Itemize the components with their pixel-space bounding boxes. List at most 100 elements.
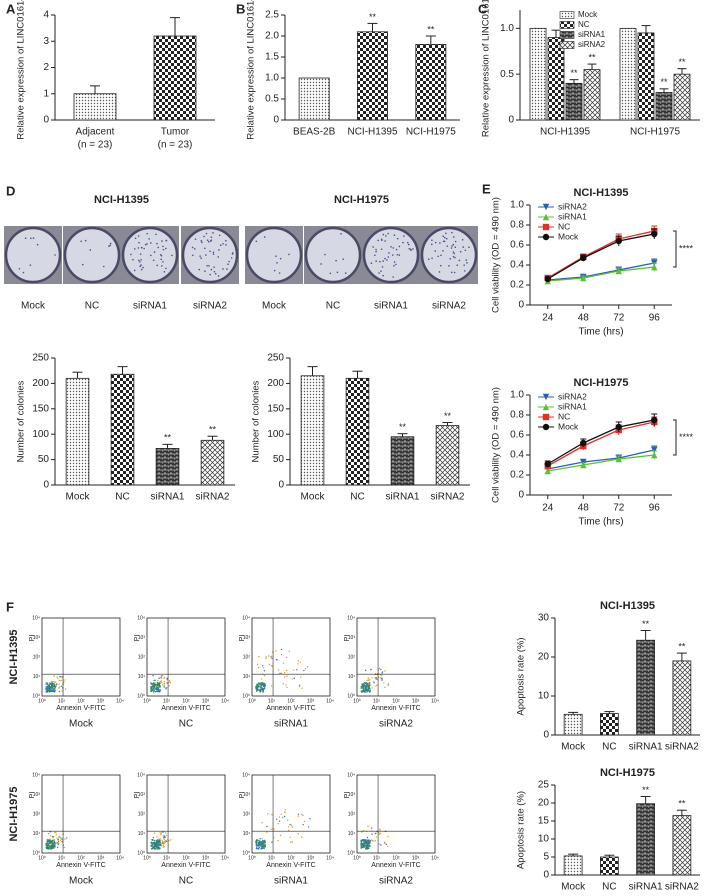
colony [396, 237, 399, 240]
event-dot [368, 688, 370, 690]
colony [219, 244, 222, 247]
colony [218, 234, 221, 237]
x-tick-label: NCI-H1975 [406, 127, 456, 138]
event-dot [282, 683, 285, 685]
dish [121, 226, 179, 284]
event-dot [383, 682, 385, 684]
legend-label: siRNA1 [558, 401, 587, 411]
event-dot [259, 683, 261, 685]
colony [137, 247, 140, 249]
y-tick-label: 10⁰ [32, 693, 40, 699]
event-dot [166, 679, 168, 681]
event-dot [277, 823, 279, 825]
bar [547, 37, 565, 121]
event-dot [266, 831, 268, 833]
x-tick-label: 10⁰ [353, 698, 361, 704]
event-dot [380, 844, 382, 846]
colony [434, 241, 437, 244]
colony [288, 253, 290, 256]
event-dot [360, 685, 362, 688]
event-dot [276, 818, 278, 821]
colony [468, 246, 470, 248]
x-tick-label: NCI-H1975 [630, 127, 680, 138]
event-dot [279, 834, 282, 837]
colony [453, 271, 456, 274]
event-dot [59, 839, 62, 841]
event-dot [160, 839, 162, 841]
plot-frame [41, 774, 121, 854]
colony [18, 267, 21, 270]
dish [63, 226, 121, 284]
event-dot [380, 832, 382, 835]
event-dot [50, 848, 52, 850]
bar [672, 815, 692, 876]
significance-mark: ** [678, 799, 686, 809]
colony [380, 248, 383, 250]
event-dot [155, 841, 157, 844]
event-dot [151, 843, 153, 845]
event-dot [378, 832, 380, 834]
colony [140, 264, 142, 266]
colony [380, 270, 382, 272]
colony [208, 264, 210, 267]
event-dot [261, 838, 263, 840]
bar [390, 436, 415, 486]
y-tick-label: 1.5 [265, 52, 279, 63]
colony [342, 258, 345, 260]
event-dot [168, 685, 171, 687]
y-tick-label: 10³ [33, 792, 41, 798]
section-title: NCI-H1975 [334, 194, 389, 206]
event-dot [50, 841, 52, 844]
colony [437, 255, 439, 258]
legend-label: siRNA2 [558, 391, 587, 401]
event-dot [51, 842, 54, 845]
colony [263, 236, 266, 238]
x-tick-label: Tumor [161, 127, 190, 138]
plot-frame [251, 617, 331, 697]
y-tick-label: 10³ [33, 635, 41, 641]
event-dot [260, 845, 262, 847]
y-tick-label: 0 [43, 480, 49, 491]
colony [278, 272, 281, 274]
x-tick-label: 10³ [307, 698, 315, 704]
event-dot [362, 687, 365, 690]
event-dot [156, 836, 158, 838]
colony [225, 239, 227, 242]
y-tick-label: 3 [43, 36, 49, 47]
event-dot [366, 690, 369, 692]
event-dot [282, 662, 285, 664]
event-dot [375, 676, 377, 679]
event-dot [49, 682, 51, 684]
colony [157, 246, 160, 249]
event-dot [368, 685, 370, 687]
event-dot [155, 685, 157, 687]
event-dot [270, 828, 272, 831]
event-dot [48, 687, 51, 689]
event-dot [53, 684, 56, 686]
colony [222, 268, 224, 270]
x-axis-label: Annexin V-FITC [371, 862, 420, 869]
y-axis-label: Relative expression of LINC01614 [246, 0, 257, 140]
colony [275, 255, 277, 257]
event-dot [264, 842, 266, 844]
event-dot [261, 687, 263, 689]
colony [194, 248, 196, 250]
x-tick-label: 10³ [97, 855, 105, 861]
colony [406, 241, 409, 244]
colony [372, 246, 374, 248]
colony [375, 260, 377, 262]
colony [146, 243, 148, 245]
event-dot [261, 822, 263, 824]
event-dot [366, 691, 368, 693]
event-dot [365, 686, 368, 688]
point [544, 460, 551, 468]
x-tick-label: 10² [392, 698, 400, 704]
significance-mark: ** [570, 68, 578, 78]
y-tick-label: 0 [518, 300, 524, 311]
colony [29, 264, 32, 267]
event-dot [370, 668, 373, 670]
event-dot [373, 681, 375, 683]
event-dot [265, 657, 267, 660]
event-dot [261, 690, 264, 692]
event-dot [381, 672, 383, 674]
